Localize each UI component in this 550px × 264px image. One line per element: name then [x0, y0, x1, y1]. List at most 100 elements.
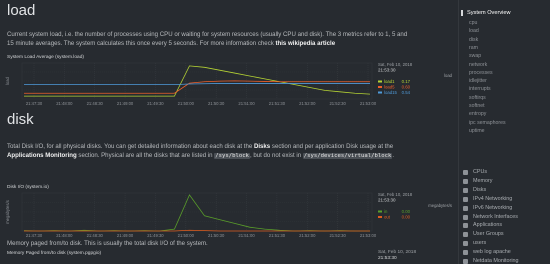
sidebar-item[interactable]: uptime [469, 127, 485, 134]
section-label: users [473, 240, 487, 247]
section-heading: load [7, 2, 36, 19]
x-tick-label: 21:49:30 [147, 101, 164, 106]
x-tick-label: 21:51:30 [269, 101, 286, 106]
legend-swatch [378, 80, 382, 83]
sidebar-section[interactable]: CPUs [461, 169, 487, 175]
section-icon [463, 259, 468, 264]
code-chip: /sys/block [214, 152, 250, 159]
sidebar-section[interactable]: web log apache [461, 249, 511, 256]
sidebar-section[interactable]: Network Interfaces [461, 214, 518, 220]
description-link[interactable]: Applications Monitoring [7, 151, 77, 159]
legend-time: 21:53:30 [378, 68, 396, 73]
sidebar-item[interactable]: entropy [469, 111, 487, 118]
sidebar-section[interactable]: User Groups [461, 231, 504, 238]
x-tick-label: 21:48:30 [87, 101, 104, 106]
x-tick-label: 21:49:30 [147, 233, 164, 238]
sidebar-section[interactable]: Netdata Monitoring [461, 258, 519, 264]
legend-date: Sat, Feb 10, 2018 [378, 62, 413, 67]
sidebar-section[interactable]: Memory [461, 178, 492, 184]
chart: 21:47:30 21:48:00 21:48:30 21:49:00 21:49:30… [5, 192, 452, 238]
section-icon [463, 241, 468, 247]
x-tick-label: 21:49:00 [117, 101, 134, 106]
sidebar-section[interactable]: IPv4 Networking [461, 196, 512, 202]
section-icon [463, 178, 468, 184]
description-line: Applications Monitoring section. Physica… [7, 152, 394, 161]
legend-swatch [378, 216, 382, 218]
x-tick-label: 21:52:30 [329, 101, 346, 106]
sidebar-item[interactable]: interrupts [469, 86, 491, 93]
sidebar-item[interactable]: disk [469, 36, 479, 43]
sidebar-section[interactable]: IPv6 Networking [461, 205, 512, 211]
x-tick-label: 21:52:30 [329, 233, 346, 238]
legend-name: out [384, 215, 391, 220]
section-label: IPv6 Networking [473, 204, 513, 211]
description-text: . [392, 151, 395, 159]
sidebar-item[interactable]: softnet [469, 103, 485, 109]
section-icon [463, 223, 468, 229]
legend-value: 0.17 [402, 79, 411, 84]
x-tick-label: 21:53:00 [360, 233, 377, 238]
description-text: Total Disk I/O, for all physical disks. … [7, 143, 254, 150]
legend-value: 0.00 [402, 215, 411, 220]
section-icon [463, 170, 468, 175]
legend-time: 21:53:30 [378, 256, 397, 261]
description-text: , but do not exist in [249, 151, 303, 159]
sidebar-item[interactable]: load [469, 28, 479, 35]
sidebar-section[interactable]: users [461, 240, 487, 247]
x-tick-label: 21:48:00 [56, 233, 73, 238]
description-line: 15 minute averages. The system calculate… [7, 40, 335, 49]
section-icon [463, 250, 468, 256]
description-text: Current system load, i.e. the number of … [7, 31, 408, 38]
chart-title: Disk I/O (system.io) [7, 185, 49, 190]
legend-name: load1 [384, 79, 395, 84]
sidebar-section[interactable]: Disks [461, 187, 486, 193]
legend-unit: load [444, 73, 453, 78]
sidebar-title[interactable]: System Overview [461, 10, 511, 16]
series-line [24, 229, 370, 232]
sidebar-item[interactable]: network [469, 61, 488, 68]
x-tick-label: 21:50:00 [178, 233, 195, 238]
sidebar-item[interactable]: ipc semaphores [469, 119, 506, 126]
x-tick-label: 21:50:00 [178, 101, 195, 106]
x-tick-label: 21:52:00 [299, 101, 316, 106]
section-heading: disk [7, 111, 34, 128]
section-icon [463, 187, 468, 193]
section-label: Netdata Monitoring [473, 258, 519, 264]
sidebar-item[interactable]: cpu [469, 20, 478, 26]
chart: 21:47:30 21:48:00 21:48:30 21:49:00 21:49:30… [5, 62, 453, 106]
sidebar-item[interactable]: swap [469, 53, 482, 60]
sidebar: System Overview cpu load disk ram swap network… [458, 0, 550, 264]
description-line: Current system load, i.e. the number of … [7, 31, 407, 40]
description-text: section and per application Disk usage a… [270, 143, 394, 150]
legend-unit: megabytes/s [428, 203, 452, 208]
series-line [23, 194, 370, 232]
series-line [24, 80, 370, 94]
sidebar-section[interactable]: Applications [461, 222, 503, 229]
description-link[interactable]: Disks [253, 143, 271, 150]
x-tick-label: 21:51:00 [238, 233, 255, 238]
x-tick-label: 21:51:00 [238, 101, 255, 106]
sidebar-item[interactable]: processes [469, 69, 493, 76]
legend-name: load15 [384, 90, 398, 95]
section-label: IPv4 Networking [473, 195, 513, 202]
section-icon [463, 214, 468, 220]
sidebar-item[interactable]: softirqs [469, 94, 486, 101]
description-link[interactable]: this wikipedia article [275, 39, 336, 47]
section-icon [463, 196, 468, 202]
legend-value: 0.00 [402, 209, 411, 214]
chart-title: System Load Average (system.load) [7, 55, 84, 60]
legend-swatch [378, 91, 382, 94]
sidebar-item[interactable]: ram [469, 44, 478, 51]
section-label: web log apache [473, 249, 511, 256]
legend-date: Sat, Feb 10, 2018 [378, 192, 413, 197]
description-line: Memory paged from/to disk. This is usual… [7, 240, 208, 247]
sidebar-item[interactable]: idlejitter [469, 78, 487, 85]
description-line: Total Disk I/O, for all physical disks. … [7, 143, 393, 152]
x-tick-label: 21:48:30 [87, 233, 104, 238]
x-tick-label: 21:48:00 [56, 101, 73, 106]
description-text: 15 minute averages. The system calculate… [7, 39, 276, 47]
x-tick-label: 21:49:00 [117, 233, 134, 238]
section-label: Applications [473, 222, 503, 229]
x-tick-label: 21:53:00 [360, 101, 377, 106]
